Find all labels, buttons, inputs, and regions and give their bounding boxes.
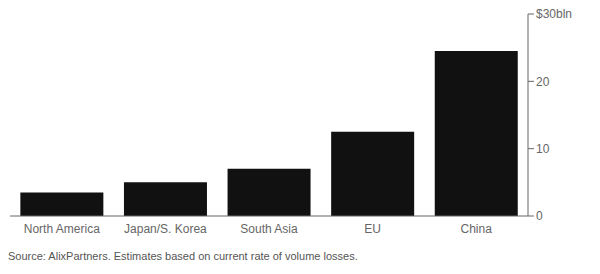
svg-text:10: 10 xyxy=(536,142,550,156)
svg-text:0: 0 xyxy=(536,209,543,223)
svg-text:Japan/S. Korea: Japan/S. Korea xyxy=(124,222,207,236)
svg-text:$30bln: $30bln xyxy=(536,7,572,21)
html-text:Source: AlixPartners. Estimate: Source: AlixPartners. Estimates based on… xyxy=(8,250,358,262)
svg-text:South Asia: South Asia xyxy=(240,222,298,236)
svg-text:20: 20 xyxy=(536,75,550,89)
svg-text:China: China xyxy=(461,222,493,236)
svg-text:EU: EU xyxy=(364,222,381,236)
svg-text:North America: North America xyxy=(24,222,100,236)
